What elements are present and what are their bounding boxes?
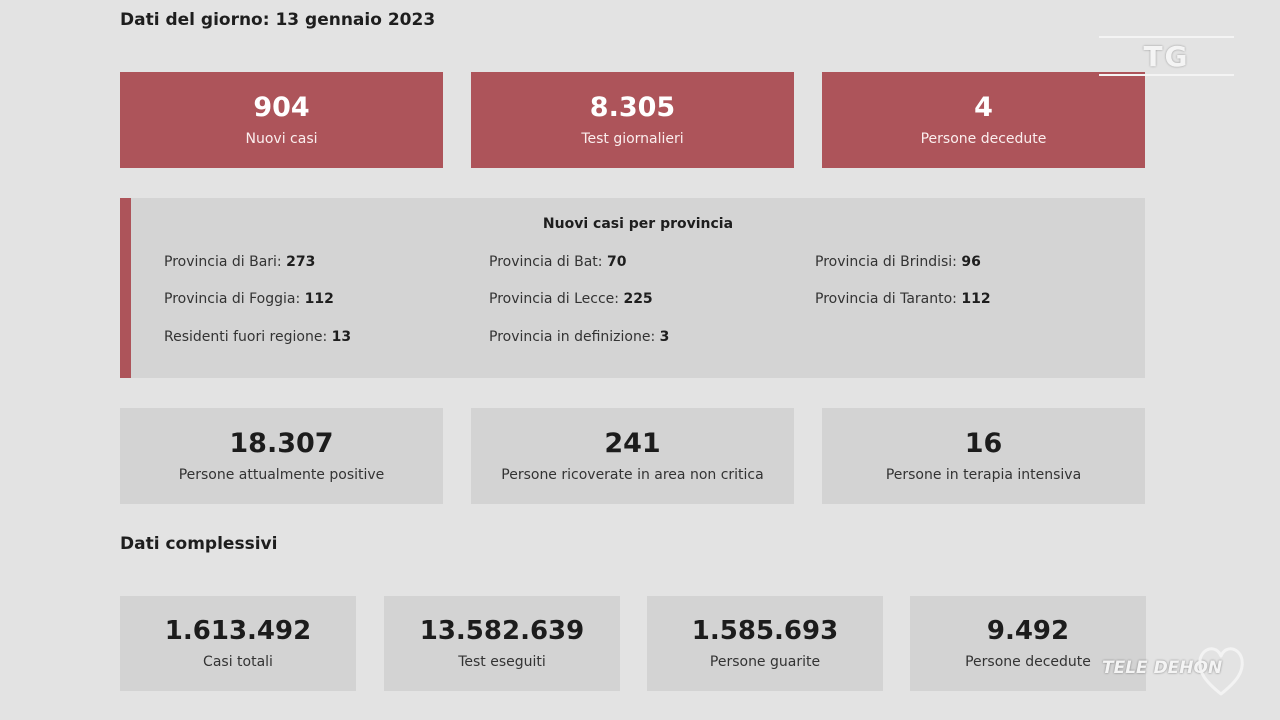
province-panel: Nuovi casi per provincia Provincia di Ba… bbox=[120, 198, 1145, 378]
province-item-value: 112 bbox=[961, 291, 991, 307]
total-recovered-value: 1.585.693 bbox=[691, 615, 839, 646]
province-item-bat: Provincia di Bat: 70 bbox=[489, 254, 626, 270]
positive-value: 18.307 bbox=[229, 427, 334, 459]
province-item-taranto: Provincia di Taranto: 112 bbox=[815, 291, 991, 307]
province-item-bari: Provincia di Bari: 273 bbox=[164, 254, 315, 270]
hospitalized-label: Persone ricoverate in area non critica bbox=[501, 466, 764, 483]
province-item-out-of-region: Residenti fuori regione: 13 bbox=[164, 329, 351, 345]
total-recovered-label: Persone guarite bbox=[709, 653, 821, 670]
province-item-undefined: Provincia in definizione: 3 bbox=[489, 329, 669, 345]
province-item-label: Provincia di Taranto: bbox=[815, 291, 962, 307]
province-item-label: Provincia di Foggia: bbox=[164, 291, 305, 307]
daily-tests-value: 8.305 bbox=[589, 91, 676, 123]
daily-deaths-label: Persone decedute bbox=[920, 130, 1047, 147]
day-heading: Dati del giorno: 13 gennaio 2023 bbox=[120, 10, 436, 30]
province-item-label: Provincia di Bari: bbox=[164, 254, 287, 270]
broadcaster-logo-text: TELE DEHON bbox=[1102, 658, 1223, 678]
province-item-value: 225 bbox=[623, 291, 653, 307]
daily-tests-card: 8.305 Test giornalieri bbox=[471, 72, 794, 168]
province-item-label: Provincia di Brindisi: bbox=[815, 254, 962, 270]
province-item-value: 112 bbox=[304, 291, 334, 307]
total-recovered-card: 1.585.693 Persone guarite bbox=[647, 596, 883, 691]
daily-deaths-card: 4 Persone decedute bbox=[822, 72, 1145, 168]
province-item-label: Provincia di Bat: bbox=[489, 254, 607, 270]
province-item-label: Residenti fuori regione: bbox=[164, 329, 332, 345]
total-tests-label: Test eseguiti bbox=[458, 653, 546, 670]
province-item-lecce: Provincia di Lecce: 225 bbox=[489, 291, 653, 307]
tg-logo-text: TG bbox=[1143, 40, 1190, 73]
tg-logo: TG bbox=[1099, 36, 1234, 78]
intensive-care-value: 16 bbox=[964, 427, 1003, 459]
daily-tests-label: Test giornalieri bbox=[581, 130, 684, 147]
total-deaths-value: 9.492 bbox=[986, 615, 1070, 646]
daily-deaths-value: 4 bbox=[974, 91, 993, 123]
province-item-label: Provincia in definizione: bbox=[489, 329, 660, 345]
heart-icon bbox=[1198, 647, 1244, 696]
province-item-value: 13 bbox=[331, 329, 352, 345]
intensive-care-label: Persone in terapia intensiva bbox=[885, 466, 1082, 483]
broadcaster-logo: TELE DEHON bbox=[1100, 640, 1250, 700]
total-heading: Dati complessivi bbox=[120, 534, 278, 554]
hospitalized-value: 241 bbox=[604, 427, 661, 459]
province-item-value: 3 bbox=[659, 329, 670, 345]
province-item-foggia: Provincia di Foggia: 112 bbox=[164, 291, 334, 307]
intensive-care-card: 16 Persone in terapia intensiva bbox=[822, 408, 1145, 504]
total-cases-card: 1.613.492 Casi totali bbox=[120, 596, 356, 691]
province-item-brindisi: Provincia di Brindisi: 96 bbox=[815, 254, 981, 270]
new-cases-value: 904 bbox=[253, 91, 310, 123]
total-cases-value: 1.613.492 bbox=[164, 615, 312, 646]
tg-logo-top-line bbox=[1099, 36, 1234, 38]
hospitalized-card: 241 Persone ricoverate in area non criti… bbox=[471, 408, 794, 504]
new-cases-label: Nuovi casi bbox=[245, 130, 318, 147]
total-deaths-card: 9.492 Persone decedute bbox=[910, 596, 1146, 691]
total-deaths-label: Persone decedute bbox=[965, 653, 1091, 670]
province-item-label: Provincia di Lecce: bbox=[489, 291, 624, 307]
total-tests-value: 13.582.639 bbox=[419, 615, 585, 646]
total-cases-label: Casi totali bbox=[203, 653, 273, 670]
new-cases-card: 904 Nuovi casi bbox=[120, 72, 443, 168]
total-tests-card: 13.582.639 Test eseguiti bbox=[384, 596, 620, 691]
province-panel-title: Nuovi casi per provincia bbox=[542, 216, 734, 232]
positive-label: Persone attualmente positive bbox=[178, 466, 385, 483]
positive-card: 18.307 Persone attualmente positive bbox=[120, 408, 443, 504]
province-item-value: 70 bbox=[606, 254, 627, 270]
province-item-value: 96 bbox=[961, 254, 981, 270]
tg-logo-bottom-line bbox=[1099, 74, 1234, 76]
province-item-value: 273 bbox=[286, 254, 316, 270]
